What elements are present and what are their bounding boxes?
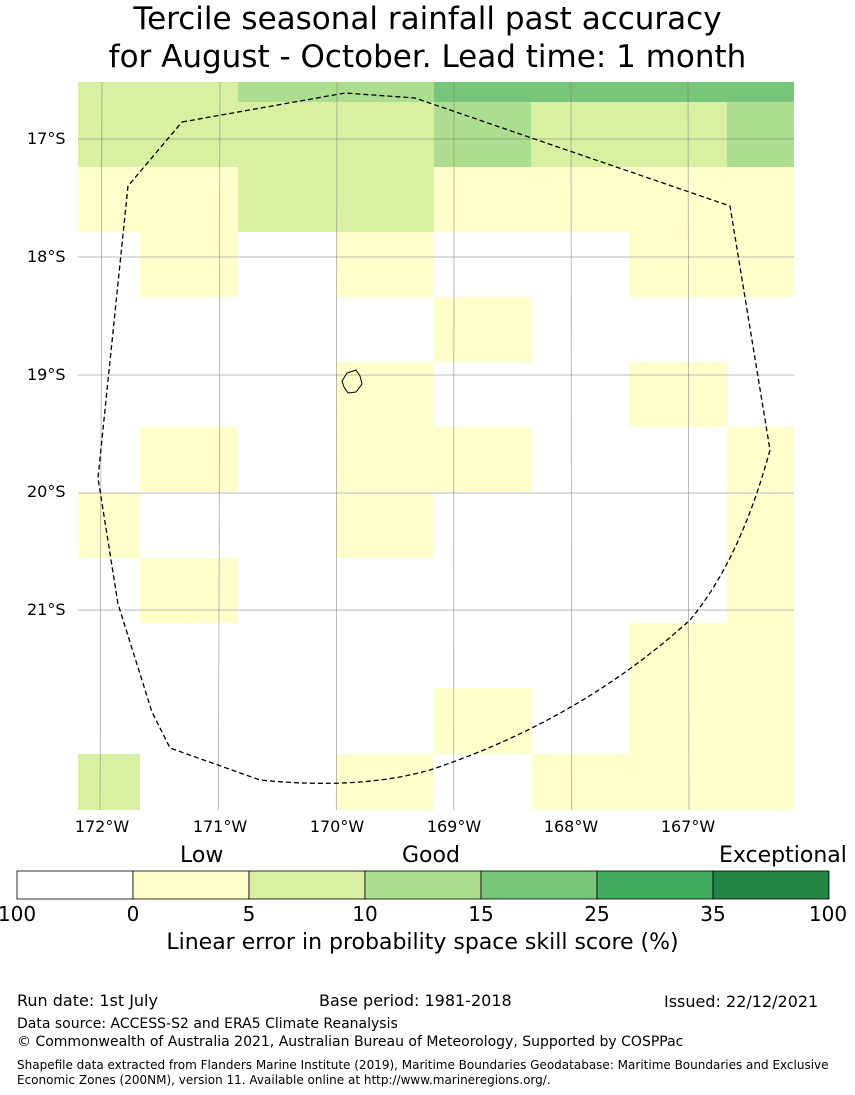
- map-title: Tercile seasonal rainfall past accuracy …: [0, 0, 855, 76]
- shapefile-credit: Shapefile data extracted from Flanders M…: [17, 1058, 829, 1087]
- colorbar-swatch: [596, 870, 714, 900]
- lon-label-169w: 169°W: [426, 817, 482, 836]
- island-outline: [341, 369, 363, 394]
- meridian-line: [335, 81, 338, 811]
- skill-grid-cells: [78, 82, 794, 810]
- skill-cell: [140, 232, 238, 297]
- skill-cell: [336, 493, 434, 558]
- colorbar-swatch: [132, 870, 250, 900]
- colorbar-tick: 10: [352, 902, 378, 926]
- skill-cell: [140, 558, 238, 623]
- skill-cell: [238, 167, 434, 232]
- eez-boundary: [97, 92, 771, 784]
- colorbar-swatch: [248, 870, 366, 900]
- skill-cell: [531, 754, 794, 810]
- lat-label-18s: 18°S: [27, 247, 66, 266]
- lon-label-171w: 171°W: [192, 817, 248, 836]
- skill-cell: [629, 232, 794, 297]
- run-date: Run date: 1st July: [17, 991, 158, 1010]
- colorbar-tick: 15: [468, 902, 494, 926]
- skill-cell: [434, 297, 531, 362]
- skill-cell: [727, 493, 794, 558]
- skill-cell: [434, 688, 531, 754]
- meridian-line: [99, 81, 103, 811]
- colorbar-title: Linear error in probability space skill …: [166, 930, 679, 955]
- meridian-line: [218, 81, 221, 811]
- issued-date: Issued: 22/12/2021: [664, 992, 819, 1011]
- meridian-line: [687, 81, 690, 811]
- skill-cell: [78, 167, 238, 232]
- skill-cell: [727, 102, 794, 167]
- colorbar: [16, 870, 830, 900]
- skill-cell: [434, 167, 794, 232]
- colorbar-tick: 35: [700, 902, 726, 926]
- colorbar-tick: 100: [808, 902, 848, 926]
- skill-cell: [531, 102, 727, 167]
- skill-cell: [238, 82, 434, 102]
- legend-category-good: Good: [402, 843, 460, 868]
- legend-category-low: Low: [180, 843, 224, 868]
- colorbar-swatch: [480, 870, 598, 900]
- colorbar-swatch: [712, 870, 830, 900]
- skill-cell: [629, 623, 794, 688]
- lat-label-21s: 21°S: [27, 600, 66, 619]
- skill-cell: [78, 82, 238, 102]
- lat-label-17s: 17°S: [27, 129, 66, 148]
- copyright: © Commonwealth of Australia 2021, Austra…: [17, 1034, 684, 1050]
- title-line-1: Tercile seasonal rainfall past accuracy: [133, 1, 722, 37]
- lat-label-20s: 20°S: [27, 482, 66, 501]
- skill-cell: [434, 82, 794, 102]
- colorbar-tick: 25: [584, 902, 610, 926]
- skill-cell: [629, 362, 727, 427]
- skill-cell: [336, 427, 531, 492]
- colorbar-swatch: [364, 870, 482, 900]
- skill-cell: [140, 427, 238, 492]
- skill-cell: [629, 688, 794, 754]
- legend-category-exceptional: Exceptional: [719, 843, 847, 868]
- title-line-2: for August - October. Lead time: 1 month: [108, 39, 747, 75]
- graticule: [78, 81, 794, 811]
- base-period: Base period: 1981-2018: [319, 991, 512, 1010]
- skill-cell: [78, 102, 434, 167]
- colorbar-tick: 100: [0, 902, 37, 926]
- colorbar-swatch: [16, 870, 134, 900]
- skill-cell: [727, 558, 794, 623]
- skill-cell: [434, 102, 531, 167]
- colorbar-tick: 5: [242, 902, 256, 926]
- colorbar-tick: 0: [126, 902, 140, 926]
- skill-cell: [78, 754, 140, 810]
- skill-cell: [336, 362, 434, 427]
- lon-label-172w: 172°W: [74, 817, 130, 836]
- lon-label-168w: 168°W: [543, 817, 599, 836]
- lat-label-19s: 19°S: [27, 365, 66, 384]
- lon-label-170w: 170°W: [309, 817, 365, 836]
- lon-label-167w: 167°W: [660, 817, 716, 836]
- data-source: Data source: ACCESS-S2 and ERA5 Climate …: [17, 1016, 398, 1032]
- skill-cell: [336, 232, 434, 297]
